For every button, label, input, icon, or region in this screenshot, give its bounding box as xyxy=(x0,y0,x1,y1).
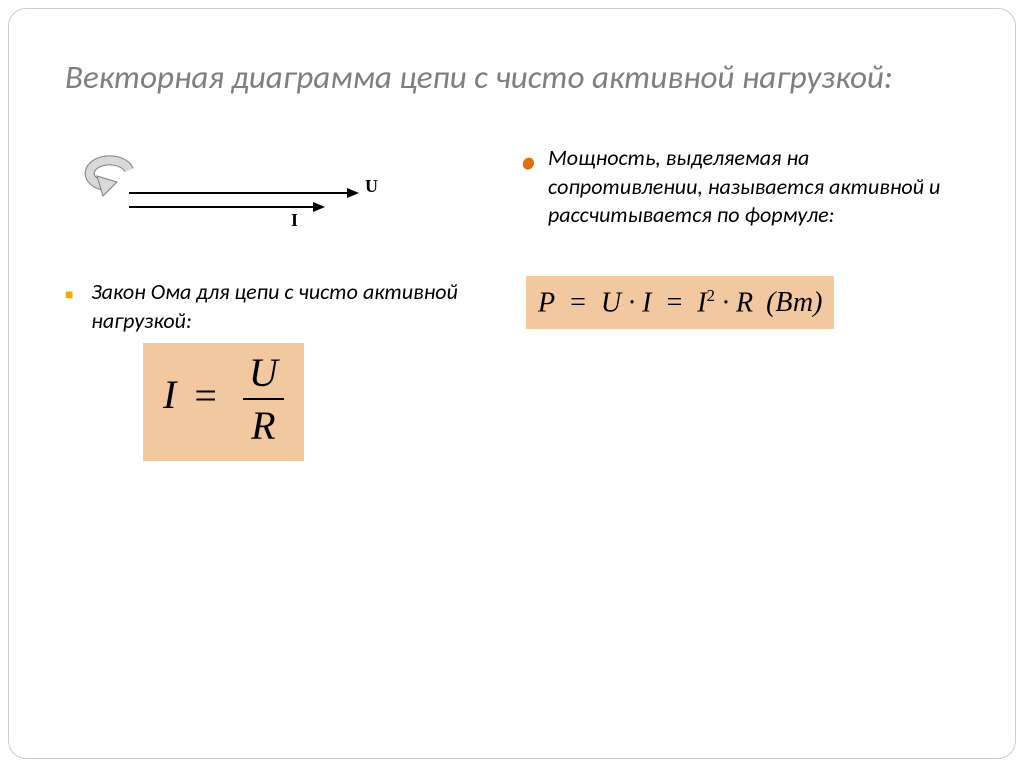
slide-frame: Векторная диаграмма цепи с чисто активно… xyxy=(8,8,1016,759)
formula-ohms-law: I = U R xyxy=(143,343,304,461)
bullet-power-text: Мощность, выделяемая на сопротивлении, н… xyxy=(548,144,959,230)
vector-i-line xyxy=(129,206,317,208)
square-bullet-icon: ■ xyxy=(65,286,77,335)
power-tail: · R xyxy=(722,287,753,318)
ohm-fraction: U R xyxy=(243,349,284,449)
ohm-lhs: I xyxy=(163,373,176,418)
power-i-base: I xyxy=(697,287,706,318)
vector-i-head-icon xyxy=(313,202,325,212)
power-i-exp: 2 xyxy=(707,286,715,305)
vector-u-line xyxy=(129,192,351,194)
slide-title: Векторная диаграмма цепи с чисто активно… xyxy=(65,57,959,98)
power-lhs: P xyxy=(538,287,555,318)
bullet-ohms-law: ■ Закон Ома для цепи с чисто активной на… xyxy=(65,278,504,335)
formula-power: P = U · I = I2 · R (Вт) xyxy=(526,276,834,329)
ohm-numerator: U xyxy=(243,349,284,396)
power-ui: U · I xyxy=(601,287,652,318)
vector-u-head-icon xyxy=(347,188,359,198)
power-unit: (Вт) xyxy=(766,287,822,318)
content-columns: U I ■ Закон Ома для цепи с чисто активно… xyxy=(65,144,959,461)
fraction-bar xyxy=(243,398,284,400)
round-bullet-icon: ● xyxy=(520,146,534,230)
ohm-denominator: R xyxy=(243,402,284,449)
vector-label-u: U xyxy=(365,176,378,197)
right-column: ● Мощность, выделяемая на сопротивлении,… xyxy=(520,144,959,461)
power-eq1: = xyxy=(570,287,586,318)
power-eq2: = xyxy=(666,287,682,318)
left-column: U I ■ Закон Ома для цепи с чисто активно… xyxy=(65,144,504,461)
vector-label-i: I xyxy=(291,210,298,231)
bullet-ohms-law-text: Закон Ома для цепи с чисто активной нагр… xyxy=(91,278,504,335)
ohm-eq: = xyxy=(194,373,217,418)
vector-diagram: U I xyxy=(65,154,385,244)
bullet-power: ● Мощность, выделяемая на сопротивлении,… xyxy=(520,144,959,230)
